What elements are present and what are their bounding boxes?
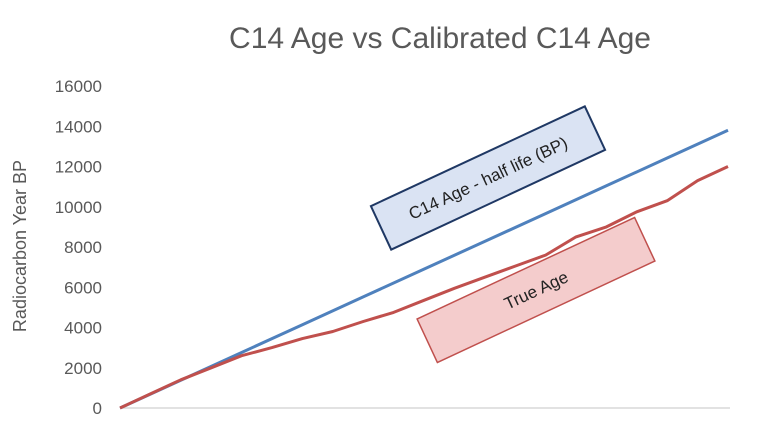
y-tick-label: 10000: [55, 198, 102, 217]
y-tick-label: 6000: [64, 278, 102, 297]
y-tick-label: 8000: [64, 238, 102, 257]
y-axis-title: Radiocarbon Year BP: [10, 160, 30, 332]
y-tick-label: 0: [93, 399, 102, 418]
annotation-c14-age: C14 Age - half life (BP): [369, 105, 607, 251]
y-tick-label: 14000: [55, 117, 102, 136]
annotation-true-age-box: [416, 216, 656, 364]
y-tick-label: 12000: [55, 158, 102, 177]
chart-title: C14 Age vs Calibrated C14 Age: [229, 22, 651, 55]
series-line-true-age: [119, 165, 729, 410]
series-layer: [119, 128, 729, 410]
annotation-c14-age-box: [369, 105, 607, 251]
annotation-true-age: True Age: [416, 216, 656, 364]
series-line-c14-age: [119, 128, 729, 410]
y-tick-label: 2000: [64, 359, 102, 378]
y-tick-label: 16000: [55, 77, 102, 96]
y-tick-label: 4000: [64, 319, 102, 338]
y-tick-labels: 0 2000 4000 6000 8000 10000 12000 14000 16000: [55, 77, 102, 418]
